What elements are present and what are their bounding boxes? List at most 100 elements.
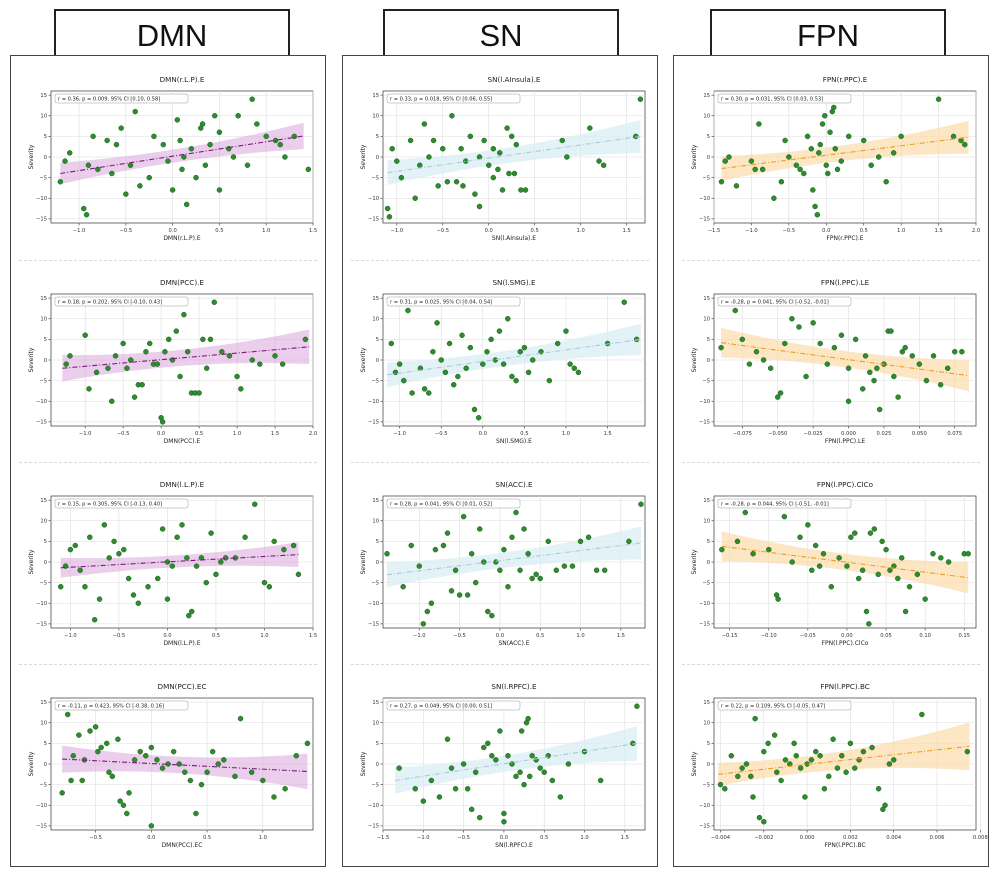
- y-tick-label: 10: [40, 317, 47, 323]
- data-point: [159, 526, 166, 532]
- data-point: [257, 361, 263, 367]
- y-tick-label: 10: [372, 519, 379, 525]
- x-tick-label: 1.0: [580, 835, 588, 841]
- data-point: [638, 501, 644, 507]
- data-point: [238, 386, 244, 392]
- data-point: [444, 530, 451, 536]
- y-tick-label: 15: [40, 700, 47, 706]
- data-point: [412, 195, 418, 201]
- confidence-band: [62, 329, 310, 382]
- y-tick-label: 5: [376, 337, 379, 343]
- data-point: [221, 757, 227, 763]
- data-point: [148, 823, 155, 829]
- x-tick-label: −0.15: [722, 633, 738, 639]
- data-point: [585, 534, 592, 540]
- y-tick-label: 15: [372, 93, 379, 99]
- data-point: [845, 365, 852, 371]
- data-point: [883, 179, 889, 185]
- data-point: [752, 166, 758, 173]
- data-point: [448, 588, 455, 594]
- data-point: [424, 608, 431, 615]
- data-point: [575, 369, 582, 376]
- data-point: [428, 777, 435, 784]
- x-tick-label: 1.5: [309, 228, 317, 234]
- data-point: [855, 575, 862, 582]
- data-point: [938, 555, 944, 561]
- data-point: [70, 753, 77, 759]
- y-tick-label: 10: [372, 114, 379, 120]
- y-tick-label: 10: [372, 317, 379, 323]
- regression-line: [386, 542, 642, 576]
- data-point: [565, 761, 572, 767]
- data-point: [151, 133, 157, 140]
- data-point: [472, 769, 479, 775]
- data-point: [817, 753, 823, 759]
- y-tick-label: −10: [699, 196, 710, 202]
- data-point: [774, 394, 781, 400]
- data-point: [120, 802, 127, 808]
- data-point: [756, 121, 762, 127]
- data-point: [188, 608, 195, 615]
- data-point: [460, 761, 467, 767]
- x-tick-label: 0.0: [485, 228, 493, 234]
- data-point: [958, 137, 964, 144]
- data-point: [104, 137, 110, 144]
- data-point: [732, 307, 738, 314]
- data-point: [493, 559, 499, 565]
- data-point: [91, 617, 98, 623]
- data-point: [485, 162, 492, 168]
- x-tick-label: 0.5: [215, 228, 223, 234]
- data-point: [181, 311, 187, 318]
- y-tick-label: 0: [376, 560, 379, 566]
- stats-box: [386, 296, 521, 307]
- regression-line: [387, 135, 641, 174]
- data-point: [739, 336, 746, 343]
- data-point: [522, 187, 529, 193]
- y-tick-label: 10: [40, 114, 47, 120]
- stats-box: [717, 498, 852, 509]
- data-point: [130, 592, 137, 598]
- regression-line: [718, 745, 970, 775]
- y-tick-label: −10: [699, 803, 710, 809]
- data-point: [219, 349, 225, 355]
- data-point: [132, 108, 138, 115]
- data-point: [743, 761, 750, 767]
- data-point: [959, 349, 965, 355]
- data-point: [546, 377, 553, 384]
- y-axis-label: Severity: [360, 144, 367, 169]
- data-point: [401, 377, 407, 384]
- data-point: [557, 794, 564, 800]
- data-point: [103, 740, 110, 747]
- x-tick-label: 0.004: [886, 835, 902, 841]
- data-point: [541, 769, 547, 775]
- data-point: [475, 415, 482, 421]
- data-point: [480, 361, 486, 367]
- y-tick-label: −10: [368, 399, 379, 405]
- x-tick-label: 0.5: [540, 835, 548, 841]
- data-point: [922, 596, 928, 602]
- data-point: [890, 757, 897, 763]
- stats-box: [717, 93, 852, 104]
- data-point: [867, 530, 874, 536]
- data-point: [244, 162, 251, 168]
- y-axis-label: Severity: [691, 347, 698, 372]
- data-point: [67, 353, 73, 359]
- data-point: [525, 369, 532, 376]
- data-point: [293, 753, 300, 759]
- data-point: [77, 567, 83, 573]
- data-point: [193, 174, 199, 181]
- data-point: [64, 711, 71, 718]
- data-point: [417, 162, 423, 168]
- data-point: [230, 154, 237, 160]
- regression-line: [721, 136, 969, 170]
- data-point: [412, 786, 418, 792]
- data-point: [801, 170, 807, 177]
- data-point: [446, 340, 453, 347]
- data-point: [169, 563, 176, 569]
- data-point: [143, 349, 149, 355]
- x-tick-label: 0.0: [169, 228, 177, 234]
- data-point: [771, 732, 778, 738]
- data-point: [752, 715, 758, 722]
- data-point: [179, 522, 185, 528]
- header-fpn-label: FPN: [797, 18, 859, 53]
